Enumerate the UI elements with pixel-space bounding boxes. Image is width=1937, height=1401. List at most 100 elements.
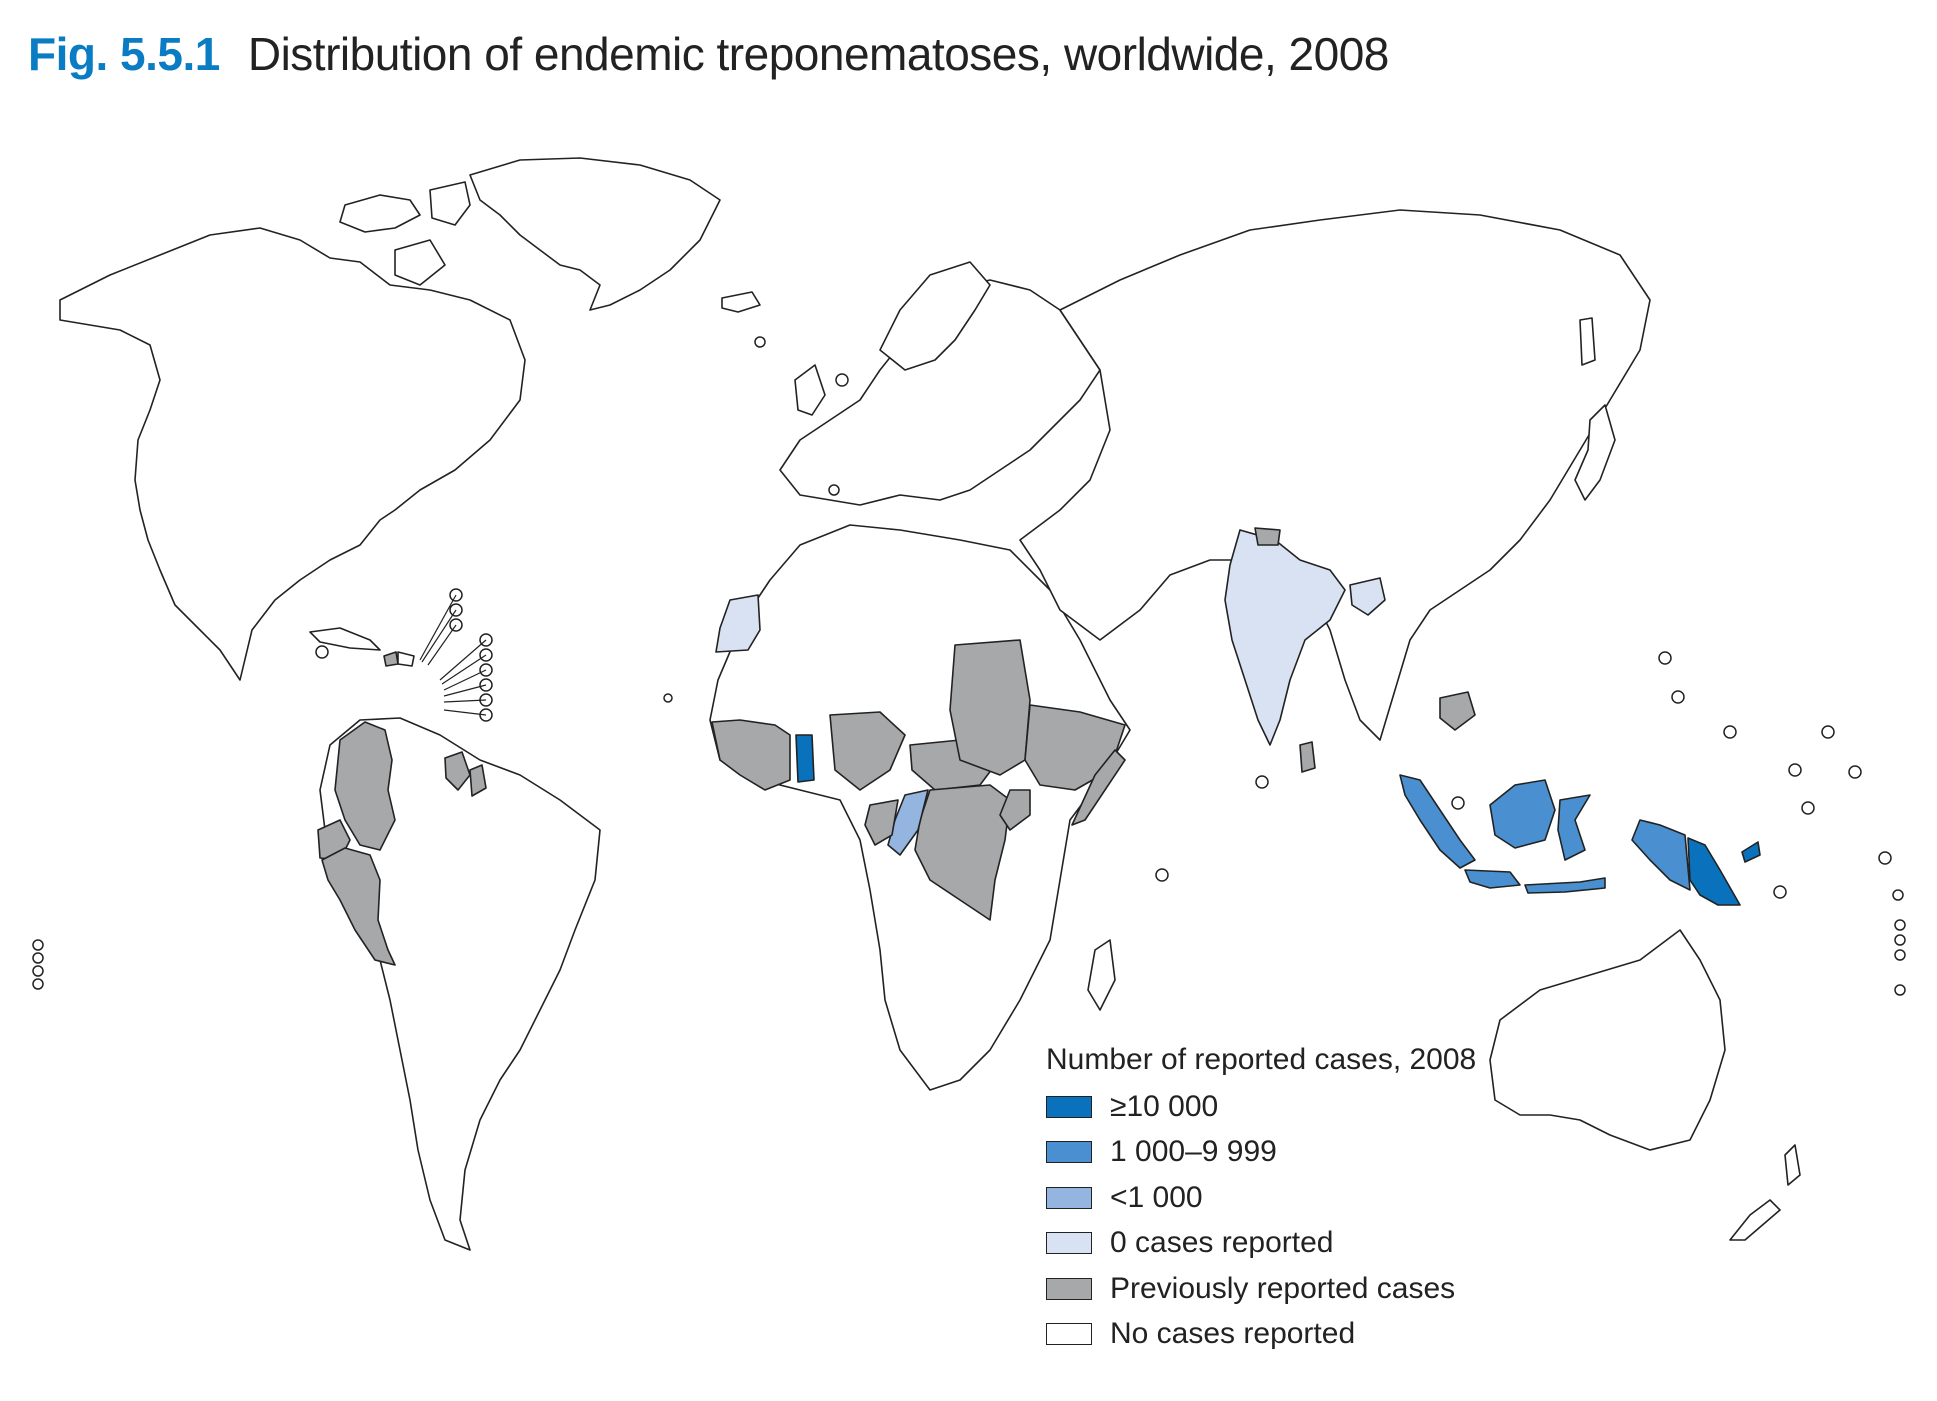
sulawesi [1557, 794, 1591, 861]
java [1464, 869, 1521, 889]
nigeria-cameroon [829, 711, 906, 791]
island-marker-micronesia [1671, 690, 1685, 704]
japan [1574, 404, 1616, 501]
sri-lanka [1299, 741, 1316, 773]
lesser-sunda-islands [1524, 877, 1606, 894]
cuba [309, 627, 381, 651]
new-zealand-south [1729, 1199, 1781, 1241]
arctic-island-3 [394, 239, 446, 286]
island-marker-malta [835, 373, 849, 387]
caribbean-leader-line [439, 639, 487, 681]
island-marker-marshall [1723, 725, 1737, 739]
island-marker-mediterranean [828, 484, 840, 496]
caribbean-leader-line [427, 624, 457, 666]
caribbean-leader-line [443, 709, 487, 716]
scandinavia [879, 261, 991, 371]
nepal [1254, 527, 1281, 546]
legend-label: <1 000 [1110, 1180, 1203, 1214]
legend-swatch [1046, 1277, 1092, 1300]
guyana [444, 751, 471, 791]
borneo [1489, 779, 1556, 849]
uganda-rwanda [999, 789, 1031, 831]
caribbean-leader-line [421, 609, 457, 663]
island-marker-singapore [1451, 796, 1465, 810]
island-marker-bahamas [315, 645, 329, 659]
island-marker-tonga-1 [1894, 919, 1906, 931]
somalia-coast [1071, 749, 1126, 826]
arctic-island-2 [429, 181, 471, 226]
island-marker-west-1 [32, 939, 44, 951]
west-africa-group [711, 719, 791, 791]
legend-swatch [1046, 1095, 1092, 1118]
india [1224, 529, 1346, 746]
legend-label: ≥10 000 [1110, 1089, 1219, 1123]
figure-title-text: Distribution of endemic treponematoses, … [247, 28, 1390, 80]
british-isles [794, 364, 826, 416]
island-marker-west-2 [32, 952, 44, 964]
island-marker-west-4 [32, 978, 44, 990]
island-marker-mauritius [1155, 868, 1169, 882]
map-legend: Number of reported cases, 2008 ≥10 000 1… [1046, 1040, 1476, 1357]
new-zealand-north [1784, 1144, 1801, 1186]
caribbean-leader-line [419, 594, 457, 661]
island-marker-fiji [1878, 851, 1892, 865]
island-marker-nauru [1788, 763, 1802, 777]
iceland [721, 291, 761, 313]
legend-swatch [1046, 1323, 1092, 1346]
north-america-landmass [59, 227, 526, 681]
legend-item-under-1000: <1 000 [1046, 1175, 1476, 1221]
island-marker-west-3 [32, 965, 44, 977]
island-marker-azores [754, 336, 766, 348]
island-marker-tonga-3 [1894, 949, 1906, 961]
island-marker-tonga-4 [1894, 984, 1906, 996]
colombia [334, 721, 396, 851]
sakhalin [1579, 317, 1596, 366]
papua-indonesia [1631, 819, 1691, 891]
asia-landmass [1019, 209, 1651, 741]
arctic-islands [339, 194, 421, 233]
legend-item-previously-reported: Previously reported cases [1046, 1266, 1476, 1312]
png-islands [1741, 841, 1761, 863]
sumatra [1399, 774, 1476, 869]
papua-new-guinea [1687, 837, 1741, 906]
island-marker-samoa [1892, 889, 1904, 901]
western-sahara [715, 594, 761, 653]
island-marker-cape-verde [663, 693, 673, 703]
madagascar [1087, 939, 1116, 1011]
legend-swatch [1046, 1232, 1092, 1255]
legend-swatch [1046, 1186, 1092, 1209]
figure-title: Fig. 5.5.1 Distribution of endemic trepon… [28, 24, 1389, 84]
island-marker-tonga-2 [1894, 934, 1906, 946]
ghana [795, 734, 815, 783]
dominican-republic [397, 651, 415, 667]
legend-swatch [1046, 1141, 1092, 1164]
island-marker-vanuatu [1773, 885, 1787, 899]
legend-label: Previously reported cases [1110, 1271, 1456, 1305]
haiti [383, 651, 399, 667]
legend-title: Number of reported cases, 2008 [1046, 1043, 1477, 1076]
island-marker-solomon [1801, 801, 1815, 815]
figure-number: Fig. 5.5.1 [28, 28, 220, 80]
bangladesh [1349, 577, 1386, 616]
island-marker-maldives [1255, 775, 1269, 789]
suriname [469, 764, 487, 797]
legend-label: 1 000–9 999 [1110, 1135, 1277, 1169]
caribbean-leader-line [443, 669, 487, 691]
legend-item-no-cases: No cases reported [1046, 1312, 1476, 1358]
caribbean-leader-line [443, 699, 487, 703]
legend-item-10000-plus: ≥10 000 [1046, 1084, 1476, 1130]
sudan [949, 639, 1031, 776]
island-marker-palau [1658, 651, 1672, 665]
peru [321, 847, 396, 966]
legend-label: 0 cases reported [1110, 1226, 1334, 1260]
caribbean-leader-line [443, 684, 487, 697]
legend-label: No cases reported [1110, 1317, 1356, 1351]
dr-congo [914, 784, 1011, 921]
gabon [864, 799, 899, 846]
legend-item-1000-9999: 1 000–9 999 [1046, 1130, 1476, 1176]
legend-item-zero-cases: 0 cases reported [1046, 1221, 1476, 1267]
greenland [469, 157, 721, 311]
caribbean-leader-line [441, 654, 487, 685]
island-marker-tuvalu [1848, 765, 1862, 779]
